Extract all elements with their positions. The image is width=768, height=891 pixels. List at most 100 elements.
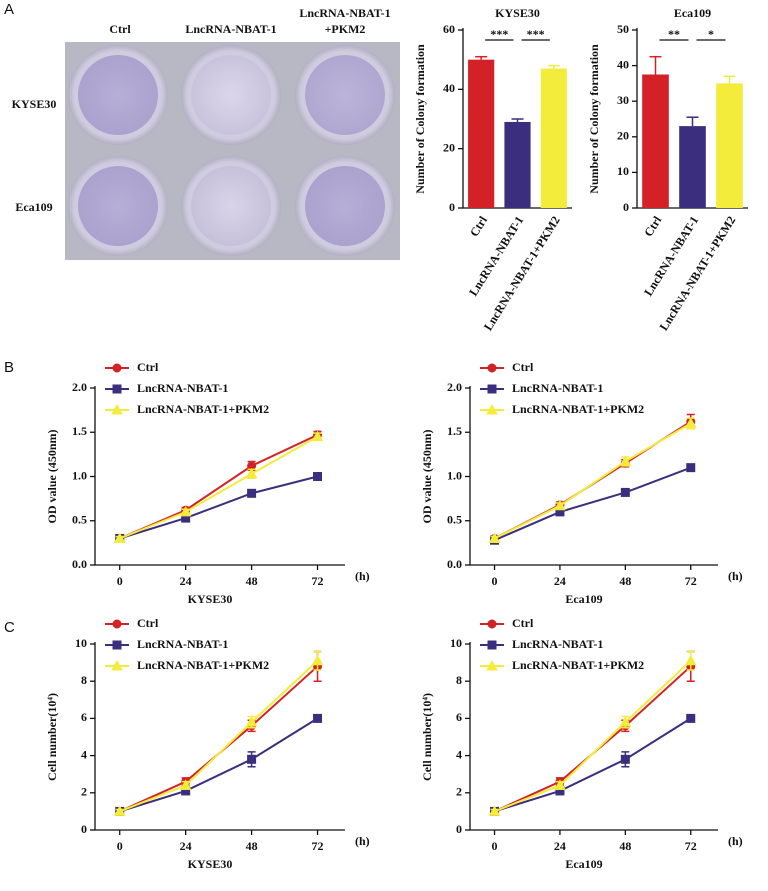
- marker: [111, 403, 123, 415]
- marker: [686, 713, 696, 723]
- y-tick-label: 1.0: [447, 468, 462, 482]
- y-tick-label: 50: [617, 22, 629, 36]
- row-label: Eca109: [15, 200, 52, 214]
- y-tick-label: 1.5: [72, 424, 87, 438]
- marker: [554, 499, 566, 511]
- y-tick-label: 0: [449, 200, 455, 214]
- marker: [179, 505, 192, 517]
- marker: [684, 417, 697, 428]
- bar: [504, 121, 531, 208]
- marker: [686, 463, 696, 473]
- series-line: [119, 475, 318, 540]
- marker: [487, 363, 497, 373]
- chart-title: KYSE30: [495, 6, 540, 20]
- marker: [487, 384, 497, 394]
- bar: [716, 83, 743, 208]
- x-tick-label: 24: [554, 574, 566, 588]
- marker: [313, 713, 323, 723]
- y-tick-label: 1.5: [447, 424, 462, 438]
- plate: [68, 156, 168, 256]
- y-tick-label: 8: [456, 673, 462, 687]
- y-tick-label: 40: [443, 81, 455, 95]
- legend-label: LncRNA-NBAT-1: [512, 381, 603, 395]
- marker: [486, 659, 498, 671]
- x-tick-label: 72: [312, 574, 324, 588]
- y-tick-label: 0: [623, 200, 629, 214]
- x-tick-label: Ctrl: [467, 213, 491, 239]
- colonies: [191, 55, 271, 135]
- colonies: [78, 166, 158, 246]
- marker: [486, 403, 498, 415]
- bar: [642, 74, 669, 208]
- bar: [679, 126, 706, 208]
- x-axis-label: KYSE30: [188, 592, 233, 606]
- y-tick-label: 6: [81, 710, 87, 724]
- bar: [468, 59, 495, 208]
- significance-label: ***: [490, 27, 508, 41]
- y-tick-label: 2: [81, 785, 87, 799]
- panel-label: C: [4, 619, 15, 636]
- y-tick-label: 2: [456, 785, 462, 799]
- marker: [487, 640, 497, 650]
- series-line: [494, 466, 692, 542]
- y-tick-label: 2.0: [72, 380, 87, 394]
- plate: [295, 45, 395, 145]
- y-axis-label: OD value (450nm): [420, 430, 434, 524]
- marker: [619, 716, 632, 727]
- series-line: [494, 717, 692, 813]
- significance-label: ***: [527, 27, 545, 41]
- colonies: [78, 55, 158, 135]
- colonies: [305, 55, 385, 135]
- marker: [113, 532, 126, 543]
- series-line: [494, 660, 692, 813]
- marker: [311, 654, 324, 666]
- x-tick-label: 0: [117, 839, 123, 853]
- colonies: [305, 166, 385, 246]
- x-unit: (h): [728, 834, 743, 848]
- marker: [488, 805, 501, 816]
- y-axis-label: Cell number(10⁴): [45, 693, 59, 781]
- y-tick-label: 0.0: [447, 557, 462, 571]
- panel-label: B: [4, 359, 14, 376]
- marker: [245, 467, 258, 479]
- chart-title: Eca109: [674, 6, 711, 20]
- plate: [181, 45, 281, 145]
- y-axis-label: Cell number(10⁴): [420, 693, 434, 781]
- plate: [181, 156, 281, 256]
- legend-label: Ctrl: [137, 360, 159, 374]
- marker: [488, 532, 501, 543]
- legend-label: LncRNA-NBAT-1+PKM2: [512, 658, 644, 672]
- x-axis-label: Eca109: [565, 592, 602, 606]
- y-tick-label: 8: [81, 673, 87, 687]
- legend-label: Ctrl: [512, 360, 534, 374]
- marker: [619, 455, 632, 466]
- x-tick-label: 48: [246, 839, 258, 853]
- x-tick-label: LncRNA-NBAT-1+PKM2: [656, 214, 738, 334]
- series-line: [119, 660, 319, 813]
- bar: [540, 68, 567, 208]
- marker: [487, 619, 497, 629]
- legend-label: LncRNA-NBAT-1: [512, 637, 603, 651]
- y-tick-label: 10: [450, 636, 462, 650]
- legend-label: LncRNA-NBAT-1: [137, 637, 228, 651]
- y-tick-label: 0.5: [447, 513, 462, 527]
- series-line: [494, 420, 692, 540]
- marker: [313, 472, 323, 481]
- series-line: [119, 433, 318, 540]
- plate: [68, 45, 168, 145]
- y-tick-label: 0: [456, 822, 462, 836]
- marker: [111, 659, 123, 671]
- legend-label: LncRNA-NBAT-1: [137, 381, 228, 395]
- x-tick-label: Ctrl: [641, 213, 665, 239]
- column-label: Ctrl: [109, 22, 131, 36]
- colonies: [191, 166, 271, 246]
- series-line: [119, 435, 319, 540]
- panel-label: A: [4, 1, 14, 18]
- x-unit: (h): [355, 834, 370, 848]
- marker: [112, 384, 122, 394]
- marker: [554, 779, 566, 790]
- marker: [112, 619, 122, 629]
- row-label: KYSE30: [12, 97, 57, 111]
- x-tick-label: 24: [554, 839, 566, 853]
- marker: [245, 716, 258, 727]
